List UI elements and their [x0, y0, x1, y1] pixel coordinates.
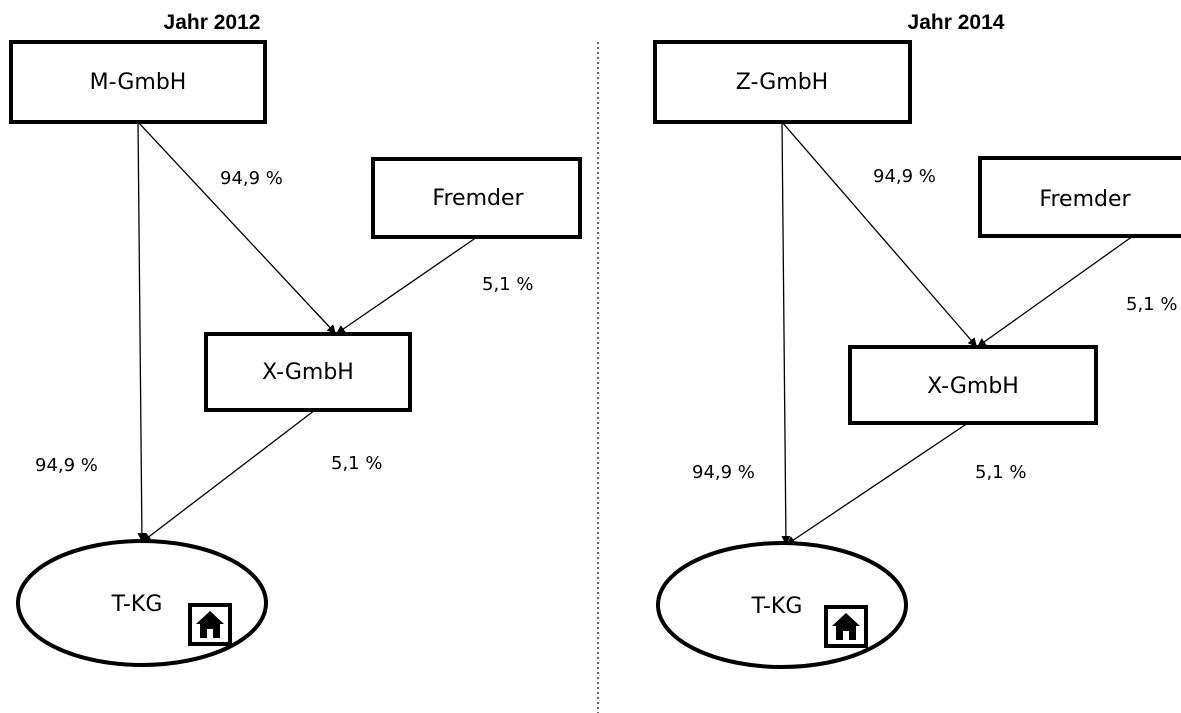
top-to-middle-pct: 94,9 %: [873, 166, 936, 187]
third-to-middle-pct: 5,1 %: [482, 274, 533, 295]
target-ellipse: T-KG: [656, 541, 908, 669]
third-party-box: Fremder: [371, 157, 582, 239]
middle-company-box: X-GmbH: [204, 332, 412, 412]
third-to-middle-pct: 5,1 %: [1126, 294, 1177, 315]
top-company-label: M-GmbH: [90, 70, 187, 95]
third-party-box: Fremder: [978, 156, 1181, 238]
edge-middle-to-target: [785, 422, 969, 546]
panel-2014: Jahr 2014 Z-GmbH Fremder X-GmbH T-KG: [653, 11, 1181, 669]
top-company-box: M-GmbH: [9, 40, 267, 124]
top-to-target-pct: 94,9 %: [692, 462, 755, 483]
panel-title: Jahr 2012: [164, 11, 261, 34]
middle-company-label: X-GmbH: [927, 374, 1019, 399]
third-party-label: Fremder: [1039, 187, 1131, 212]
edge-third-to-middle: [976, 235, 1134, 348]
panel-2012: Jahr 2012 M-GmbH Fremder X-GmbH T-KG: [9, 11, 582, 667]
target-label: T-KG: [111, 592, 163, 617]
middle-to-target-pct: 5,1 %: [331, 453, 382, 474]
house-icon: [824, 605, 868, 648]
edge-top-to-target: [781, 121, 791, 546]
top-to-target-pct: 94,9 %: [35, 455, 98, 476]
top-company-box: Z-GmbH: [653, 40, 912, 124]
edge-top-to-middle: [781, 121, 978, 348]
edge-third-to-middle: [335, 236, 478, 335]
top-company-label: Z-GmbH: [736, 70, 828, 95]
panel-title: Jahr 2014: [908, 11, 1005, 34]
middle-company-box: X-GmbH: [848, 345, 1098, 425]
edge-top-to-middle: [137, 121, 337, 335]
middle-company-label: X-GmbH: [262, 360, 354, 385]
house-icon: [188, 603, 232, 646]
middle-to-target-pct: 5,1 %: [975, 462, 1026, 483]
target-label: T-KG: [751, 594, 803, 619]
edge-top-to-target: [137, 121, 147, 543]
third-party-label: Fremder: [432, 186, 524, 211]
target-ellipse: T-KG: [16, 539, 268, 667]
edge-middle-to-target: [141, 409, 316, 543]
top-to-middle-pct: 94,9 %: [220, 168, 283, 189]
